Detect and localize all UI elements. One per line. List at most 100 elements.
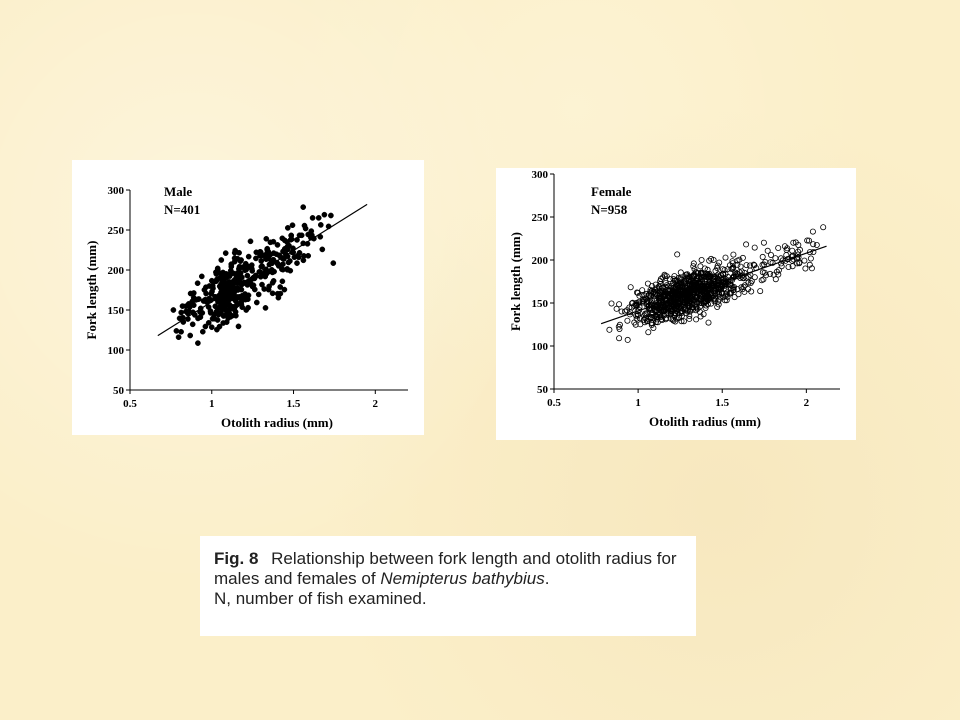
female-data-point [650,324,657,331]
female-data-point [810,241,817,248]
male-data-point [187,332,194,339]
male-y-tick-label: 100 [108,345,125,357]
female-data-point [616,301,623,308]
female-data-point [702,298,709,305]
female-data-point [760,276,767,283]
female-data-point [622,308,629,315]
female-data-point [730,286,737,293]
female-data-point [705,319,712,326]
female-data-point [663,273,670,280]
female-data-point [802,265,809,272]
male-data-point [182,303,189,310]
female-x-tick-label: 1 [635,397,641,409]
male-data-point [249,283,256,290]
female-data-point [653,285,660,292]
female-data-point [687,298,694,305]
male-data-point [269,269,276,276]
female-y-tick-label: 100 [532,341,549,353]
female-data-point [745,286,752,293]
female-data-point [746,262,753,269]
male-data-point [235,277,242,283]
female-chart-panel: 50 100 150 200 250 300 0.5 1 1.5 2 Otolith radius … [496,168,856,440]
female-data-point [735,291,742,298]
female-data-point [636,292,643,299]
figure-label: Fig. 8 [214,549,259,568]
male-data-point [289,222,296,229]
female-data-point [778,263,785,270]
female-data-point [683,271,690,278]
female-data-point [722,291,729,298]
male-data-point [298,232,305,239]
female-data-point [672,304,679,311]
female-data-point [772,255,779,262]
male-scatter-plot: 50 100 150 200 250 300 0.5 1 1.5 2 Otolith radius … [84,184,408,430]
male-data-point [279,278,286,285]
male-chart-panel: 50 100 150 200 250 300 0.5 1 1.5 2 Otolith radius … [72,160,424,435]
female-data-point [654,292,661,299]
male-data-point [317,222,324,228]
female-legend-line: N=958 [591,202,628,217]
female-data-point [714,262,721,269]
female-data-point [775,267,782,274]
female-data-point [714,265,721,272]
female-data-point [701,278,708,285]
female-data-point [624,336,631,343]
male-data-point [220,277,227,284]
caption-period: . [544,569,550,588]
male-data-point [199,328,206,335]
female-data-point [745,279,752,286]
female-data-point [661,273,668,280]
female-data-point [743,241,750,248]
female-data-point [695,296,702,303]
female-data-point [738,268,745,275]
male-data-point [253,255,259,262]
male-x-tick-label: 1.5 [287,398,301,410]
female-data-point [662,280,669,287]
male-data-point [227,313,234,320]
caption-note: N, number of fish examined. [214,589,427,608]
female-data-point [618,308,625,315]
male-data-point [209,282,216,289]
female-data-point [654,319,661,326]
female-data-point [701,289,708,296]
female-data-point [690,289,697,296]
female-data-point [743,262,750,269]
male-y-axis-label: Fork length (mm) [84,241,99,340]
female-data-point [773,268,780,275]
female-data-point [674,251,681,258]
male-data-point [296,249,303,256]
male-regression-line [157,203,368,337]
female-y-axis-label: Fork length (mm) [508,232,523,331]
female-data-point [660,308,667,315]
female-data-point [716,259,723,266]
male-data-point [315,215,322,221]
female-data-point [636,299,643,306]
female-data-point [723,297,730,304]
male-data-point [236,266,242,272]
male-data-point [262,273,269,280]
male-data-point [197,314,204,320]
female-data-point [702,304,709,311]
male-data-point [198,273,205,280]
male-data-point [218,303,224,310]
female-data-point [739,254,746,261]
male-data-point [189,321,196,328]
female-data-point [648,313,655,320]
male-data-point [178,309,185,316]
female-data-point [731,294,738,301]
male-data-point [212,303,219,310]
male-data-point [213,269,219,276]
male-y-tick-label: 150 [108,305,125,317]
female-y-tick-label: 250 [532,212,549,224]
female-y-tick-label: 300 [532,169,549,181]
male-data-point [300,204,307,210]
female-data-point [751,274,758,281]
male-data-point [227,270,234,277]
male-x-axis-label: Otolith radius (mm) [221,415,333,430]
male-data-point [242,296,249,303]
male-data-point [190,302,197,309]
male-data-point [242,291,248,297]
male-data-point [275,294,282,301]
female-data-point [700,292,707,299]
male-data-point [223,311,230,317]
